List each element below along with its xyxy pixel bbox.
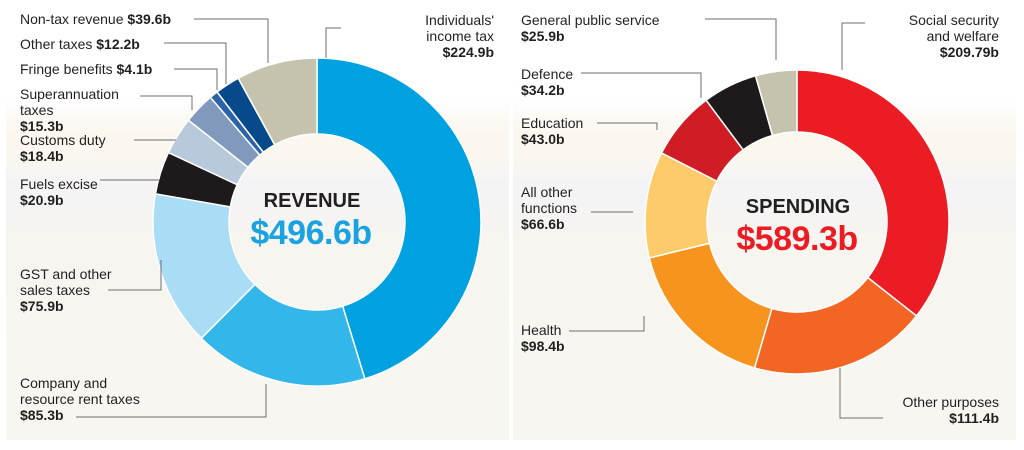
label-name: Individuals' income tax bbox=[425, 12, 494, 44]
spending-donut-chart bbox=[569, 18, 950, 419]
revenue-leader-line bbox=[194, 18, 269, 63]
label-value: $224.9b bbox=[442, 44, 494, 60]
label-name: Superannuation taxes bbox=[20, 86, 119, 118]
revenue-leader-line bbox=[108, 260, 162, 291]
revenue-label-individuals-income-tax: Individuals' income tax $224.9b bbox=[398, 12, 494, 60]
label-value: $39.6b bbox=[127, 11, 171, 27]
spending-slice-general-public-service bbox=[754, 69, 798, 137]
spending-leader-line bbox=[581, 72, 702, 98]
spending-panel: SPENDING $589.3b Social security and welf… bbox=[513, 0, 1016, 440]
revenue-label-company-and-resource-rent-taxes: Company and resource rent taxes $85.3b bbox=[20, 375, 140, 423]
revenue-label-fringe-benefits: Fringe benefits $4.1b bbox=[20, 61, 152, 77]
spending-slice-social-security-and-welfare bbox=[796, 69, 950, 317]
label-value: $20.9b bbox=[20, 192, 64, 208]
revenue-slice-non-tax-revenue bbox=[237, 57, 318, 146]
revenue-center-title: REVENUE bbox=[263, 190, 361, 212]
spending-leader-line bbox=[705, 18, 777, 60]
spending-label-education: Education $43.0b bbox=[521, 115, 583, 147]
spending-center-title: SPENDING bbox=[745, 196, 851, 218]
label-name: Other taxes bbox=[20, 36, 93, 52]
label-name: Company and resource rent taxes bbox=[20, 375, 140, 407]
label-value: $12.2b bbox=[96, 36, 140, 52]
spending-label-other-purposes: Other purposes $111.4b bbox=[879, 394, 1000, 426]
spending-label-general-public-service: General public service $25.9b bbox=[521, 12, 660, 44]
spending-leader-line bbox=[597, 122, 658, 130]
label-name: Fuels excise bbox=[20, 176, 98, 192]
spending-leader-line bbox=[839, 368, 883, 419]
revenue-leader-line bbox=[325, 27, 341, 58]
label-name: General public service bbox=[521, 12, 660, 28]
revenue-leader-line bbox=[140, 95, 193, 110]
revenue-center-total: $496.6b bbox=[250, 214, 372, 252]
revenue-label-customs-duty: Customs duty $18.4b bbox=[20, 132, 106, 164]
revenue-leader-line bbox=[174, 68, 218, 90]
label-value: $4.1b bbox=[116, 61, 153, 77]
spending-center-total: $589.3b bbox=[736, 220, 858, 258]
label-value: $209.79b bbox=[939, 44, 999, 60]
spending-leader-line bbox=[841, 22, 865, 70]
revenue-leader-line bbox=[76, 384, 267, 418]
label-value: $25.9b bbox=[521, 28, 565, 44]
label-name: Fringe benefits bbox=[20, 61, 113, 77]
label-value: $98.4b bbox=[521, 338, 565, 354]
label-name: Social security and welfare bbox=[908, 12, 999, 44]
label-value: $85.3b bbox=[20, 407, 64, 423]
label-value: $34.2b bbox=[521, 82, 565, 98]
label-name: Defence bbox=[521, 66, 574, 82]
label-name: Education bbox=[521, 115, 584, 131]
label-value: $66.6b bbox=[521, 216, 565, 232]
spending-label-social-security-and-welfare: Social security and welfare $209.79b bbox=[897, 12, 999, 60]
label-name: Non-tax revenue bbox=[20, 11, 124, 27]
label-name: Customs duty bbox=[20, 132, 106, 148]
spending-leader-line bbox=[569, 316, 645, 332]
spending-label-defence: Defence $34.2b bbox=[521, 66, 573, 98]
revenue-label-gst-and-other-sales-taxes: GST and other sales taxes $75.9b bbox=[20, 266, 112, 314]
revenue-label-other-taxes: Other taxes $12.2b bbox=[20, 36, 140, 52]
spending-label-all-other-functions: All other functions $66.6b bbox=[521, 184, 577, 232]
label-value: $18.4b bbox=[20, 148, 64, 164]
revenue-label-fuels-excise: Fuels excise $20.9b bbox=[20, 176, 98, 208]
label-value: $75.9b bbox=[20, 298, 64, 314]
spending-slice-health bbox=[648, 242, 773, 369]
revenue-panel: REVENUE $496.6b Individuals' income tax $2… bbox=[6, 0, 509, 440]
revenue-donut-chart bbox=[76, 18, 482, 418]
label-value: $15.3b bbox=[20, 118, 64, 134]
label-name: Other purposes bbox=[902, 394, 1000, 410]
label-name: All other functions bbox=[521, 184, 578, 216]
label-value: $43.0b bbox=[521, 131, 565, 147]
label-name: GST and other sales taxes bbox=[20, 266, 112, 298]
revenue-label-non-tax-revenue: Non-tax revenue $39.6b bbox=[20, 11, 171, 27]
spending-label-health: Health $98.4b bbox=[521, 322, 565, 354]
revenue-label-superannuation-taxes: Superannuation taxes $15.3b bbox=[20, 86, 119, 134]
label-name: Health bbox=[521, 322, 562, 338]
revenue-slice-individuals-income-tax bbox=[316, 57, 482, 380]
label-value: $111.4b bbox=[949, 410, 999, 426]
revenue-leader-line bbox=[164, 42, 227, 84]
